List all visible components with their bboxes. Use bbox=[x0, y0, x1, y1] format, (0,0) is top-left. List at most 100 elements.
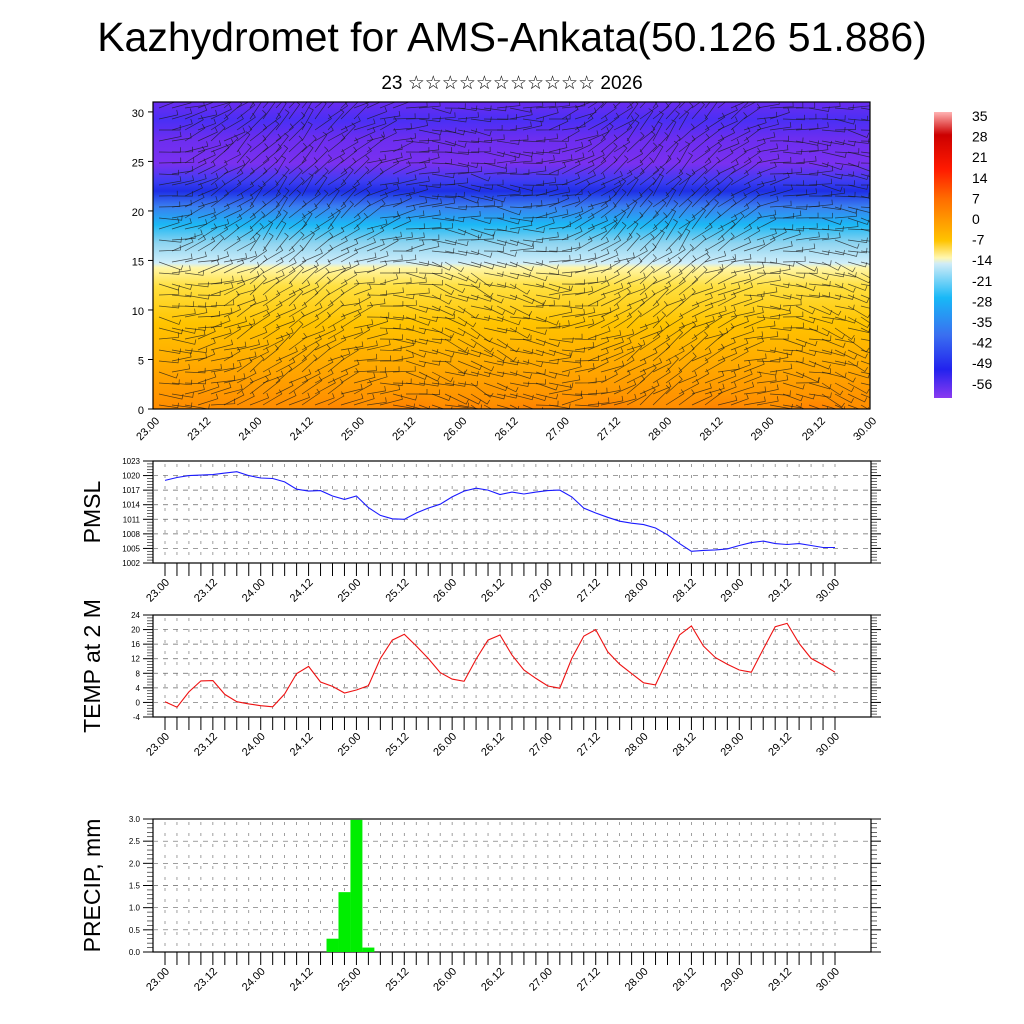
x-tick-label: 23.00 bbox=[144, 731, 172, 759]
wind-barb bbox=[431, 140, 457, 147]
wind-barb bbox=[470, 393, 491, 405]
wind-barb bbox=[197, 349, 216, 362]
wind-barb bbox=[457, 249, 480, 256]
wind-barb bbox=[223, 252, 248, 263]
x-tick-label: 28.12 bbox=[671, 731, 699, 759]
wind-barb bbox=[184, 307, 208, 318]
wind-barb bbox=[691, 348, 712, 362]
wind-barb bbox=[457, 380, 479, 387]
wind-barb bbox=[340, 270, 358, 285]
wind-barb bbox=[431, 107, 453, 114]
wind-barb bbox=[808, 191, 833, 197]
wind-barb bbox=[457, 228, 483, 239]
wind-barb bbox=[509, 393, 534, 401]
wind-barb bbox=[314, 223, 334, 241]
wind-barb bbox=[158, 237, 182, 243]
wind-barb bbox=[236, 125, 253, 142]
wind-barb bbox=[496, 316, 521, 326]
wind-barb bbox=[756, 375, 777, 384]
wind-barb bbox=[756, 370, 777, 376]
wind-barb bbox=[405, 197, 428, 208]
wind-barb bbox=[743, 386, 766, 395]
wind-barb bbox=[860, 382, 870, 386]
wind-barb bbox=[691, 293, 713, 307]
wind-barb bbox=[639, 200, 653, 219]
wind-barb bbox=[353, 301, 374, 318]
wind-barb bbox=[730, 263, 751, 274]
wind-barb bbox=[470, 129, 492, 137]
wind-barb bbox=[184, 173, 207, 186]
x-tick-label: 27.12 bbox=[575, 731, 603, 759]
colorbar-label: -42 bbox=[972, 335, 992, 351]
colorbar-label: -7 bbox=[972, 232, 985, 248]
wind-barb bbox=[418, 381, 440, 387]
wind-barb bbox=[808, 249, 830, 256]
wind-barb bbox=[665, 134, 681, 153]
wind-barb bbox=[483, 282, 507, 288]
wind-barb bbox=[782, 357, 804, 363]
wind-barb bbox=[639, 357, 663, 373]
wind-barb bbox=[782, 114, 805, 121]
wind-barb bbox=[340, 383, 363, 395]
wind-barb bbox=[704, 141, 722, 164]
wind-barb bbox=[834, 124, 856, 131]
wind-barb bbox=[639, 325, 663, 340]
wind-barb bbox=[262, 143, 282, 164]
wind-barb bbox=[366, 106, 388, 120]
wind-barb bbox=[821, 184, 843, 192]
wind-barb bbox=[327, 108, 345, 131]
wind-barb bbox=[210, 299, 235, 307]
wind-barb bbox=[795, 371, 821, 383]
wind-barb bbox=[860, 129, 870, 131]
wind-barb bbox=[678, 264, 696, 285]
wind-barb bbox=[418, 241, 440, 252]
wind-barb bbox=[600, 337, 624, 351]
wind-barb bbox=[405, 277, 427, 285]
wind-barb bbox=[808, 305, 833, 316]
y-tick-label: 24 bbox=[131, 611, 140, 620]
wind-barb bbox=[769, 334, 789, 340]
wind-barb bbox=[405, 176, 430, 186]
wind-barb bbox=[522, 302, 544, 308]
wind-barb bbox=[743, 190, 760, 208]
wind-barb bbox=[223, 279, 246, 296]
wind-barb bbox=[210, 224, 229, 241]
wind-barb bbox=[301, 325, 325, 340]
wind-barb bbox=[431, 172, 455, 179]
wind-barb bbox=[366, 385, 386, 395]
wind-barb bbox=[561, 206, 584, 219]
wind-barb bbox=[171, 237, 194, 252]
wind-barb bbox=[587, 150, 605, 164]
wind-barb bbox=[184, 123, 206, 142]
wind-barb bbox=[717, 256, 737, 274]
wind-barb bbox=[314, 212, 335, 230]
wind-barb bbox=[847, 360, 868, 372]
wind-barb bbox=[405, 371, 428, 380]
wind-barb bbox=[717, 382, 737, 395]
colorbar-label: 28 bbox=[972, 129, 988, 145]
wind-barb bbox=[665, 268, 683, 285]
wind-barb bbox=[756, 268, 781, 274]
wind-barb bbox=[665, 245, 686, 263]
wind-barb bbox=[392, 293, 415, 300]
wind-barb bbox=[171, 133, 192, 142]
wind-barb bbox=[626, 159, 644, 175]
x-tick-label: 29.12 bbox=[766, 966, 794, 994]
wind-barb bbox=[184, 325, 207, 331]
wind-barb bbox=[860, 371, 870, 375]
wind-barb bbox=[756, 161, 777, 175]
wind-barb bbox=[691, 253, 711, 274]
wind-barb bbox=[756, 286, 778, 296]
wind-barb bbox=[665, 169, 684, 186]
wind-barb bbox=[665, 389, 685, 406]
wind-barb bbox=[613, 355, 635, 373]
wind-barb bbox=[678, 352, 697, 373]
wind-barb bbox=[301, 173, 314, 197]
x-tick-label: 28.00 bbox=[646, 415, 674, 443]
wind-barb bbox=[223, 149, 241, 164]
precip-panel: 3.0 2.5 2.0 1.5 1.0 0.5 0.023.00 23.12 24.00 24.1… bbox=[79, 815, 881, 994]
wind-barb bbox=[795, 349, 817, 357]
wind-barb bbox=[535, 294, 561, 300]
wind-barb bbox=[613, 177, 627, 197]
wind-barb bbox=[574, 363, 595, 373]
